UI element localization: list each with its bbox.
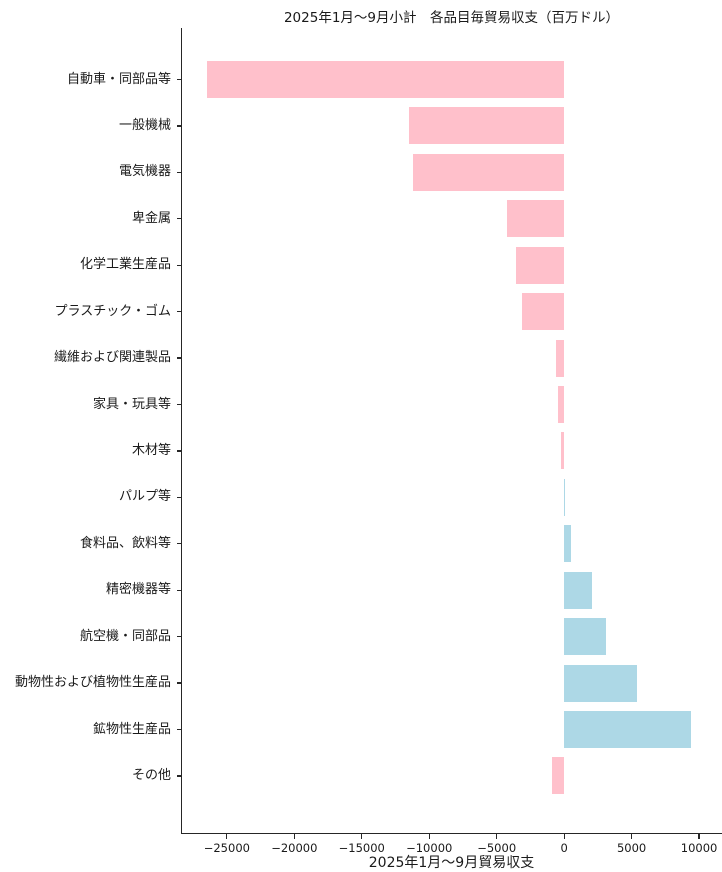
category-label-4: 化学工業生産品 bbox=[79, 257, 171, 273]
y-tick-mark bbox=[177, 682, 181, 684]
category-label-11: 精密機器等 bbox=[105, 582, 171, 598]
bar-2 bbox=[413, 153, 565, 191]
bar-15 bbox=[552, 757, 565, 795]
y-tick-mark bbox=[177, 728, 181, 731]
category-label-15: その他 bbox=[131, 767, 171, 783]
bar-3 bbox=[507, 200, 565, 238]
category-label-7: 家具・玩具等 bbox=[92, 396, 171, 412]
bar-12 bbox=[564, 618, 606, 656]
x-tick-mark bbox=[361, 834, 363, 839]
category-label-12: 航空機・同部品 bbox=[79, 628, 171, 644]
category-label-9: パルプ等 bbox=[118, 489, 171, 505]
x-tick-mark bbox=[698, 834, 700, 839]
x-tick-mark bbox=[496, 834, 498, 839]
x-tick-mark bbox=[428, 834, 430, 839]
bar-0 bbox=[206, 61, 565, 98]
bar-5 bbox=[522, 293, 565, 331]
category-label-6: 繊維および関連製品 bbox=[53, 350, 171, 366]
category-label-3: 卑金属 bbox=[131, 210, 171, 226]
bar-8 bbox=[560, 432, 565, 470]
y-tick-mark bbox=[177, 775, 181, 777]
y-tick-mark bbox=[177, 450, 181, 452]
x-axis-label: 2025年1月～9月貿易収支 bbox=[368, 855, 535, 871]
bar-11 bbox=[564, 571, 592, 609]
category-label-5: プラスチック・ゴム bbox=[54, 303, 171, 319]
bar-4 bbox=[515, 246, 565, 284]
x-tick-mark bbox=[563, 834, 565, 839]
bar-7 bbox=[558, 386, 565, 423]
y-tick-mark bbox=[177, 636, 181, 638]
x-tick-label-3: −10000 bbox=[406, 841, 453, 855]
y-tick-mark bbox=[177, 264, 181, 266]
x-tick-mark bbox=[293, 834, 295, 839]
category-label-2: 電気機器 bbox=[118, 164, 171, 180]
y-tick-mark bbox=[177, 171, 181, 173]
bar-9 bbox=[564, 478, 566, 516]
y-tick-mark bbox=[177, 589, 181, 591]
category-label-13: 動物性および植物性生産品 bbox=[14, 675, 171, 691]
x-tick-mark bbox=[631, 834, 633, 839]
y-tick-mark bbox=[177, 403, 181, 406]
x-tick-label-4: −5000 bbox=[477, 841, 517, 855]
x-tick-label-7: 10000 bbox=[680, 841, 718, 855]
y-tick-mark bbox=[177, 125, 181, 127]
y-tick-mark bbox=[177, 218, 181, 220]
y-tick-mark bbox=[177, 357, 181, 359]
bar-6 bbox=[556, 339, 565, 377]
y-tick-mark bbox=[177, 311, 181, 313]
x-tick-label-0: −25000 bbox=[203, 841, 250, 855]
x-tick-label-6: 5000 bbox=[616, 841, 647, 855]
x-tick-label-2: −15000 bbox=[338, 841, 385, 855]
chart-title: 2025年1月～9月小計 各品目毎貿易収支（百万ドル） bbox=[283, 10, 620, 26]
y-tick-mark bbox=[177, 543, 181, 545]
x-axis-line bbox=[181, 833, 722, 835]
x-tick-label-5: 0 bbox=[560, 841, 568, 855]
y-axis-line bbox=[181, 28, 183, 834]
y-tick-mark bbox=[177, 496, 181, 498]
category-label-10: 食料品、飲料等 bbox=[79, 535, 171, 551]
y-tick-mark bbox=[177, 78, 181, 81]
bar-10 bbox=[564, 525, 571, 563]
category-label-8: 木材等 bbox=[131, 442, 171, 458]
category-label-14: 鉱物性生産品 bbox=[92, 721, 171, 737]
category-label-1: 一般機械 bbox=[118, 117, 171, 133]
bar-1 bbox=[409, 107, 565, 145]
category-label-0: 自動車・同部品等 bbox=[66, 71, 171, 87]
bar-13 bbox=[564, 664, 637, 702]
x-tick-label-1: −20000 bbox=[271, 841, 318, 855]
x-tick-mark bbox=[226, 834, 228, 839]
bar-14 bbox=[564, 711, 691, 749]
